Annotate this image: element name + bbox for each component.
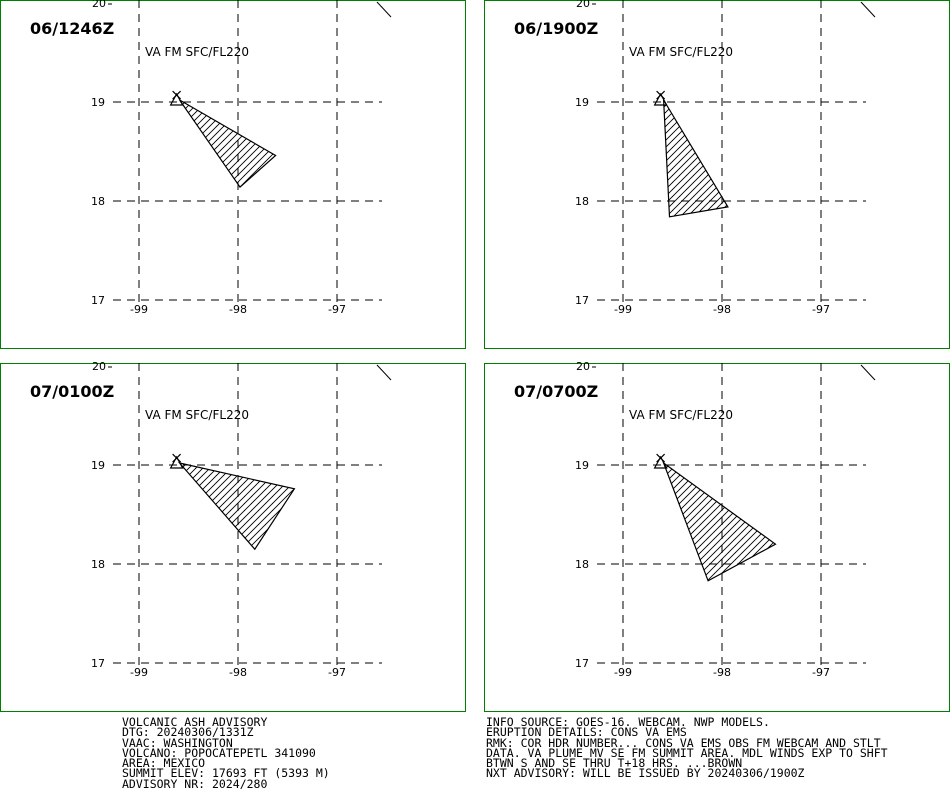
advisory-line: ERUPTION DETAILS: CONS VA EMS (486, 725, 687, 740)
lon-tick-label: -97 (328, 666, 346, 679)
ash-cloud-polygon (662, 461, 777, 582)
advisory-line: SUMMIT ELEV: 17693 FT (5393 M) (122, 766, 330, 781)
lat-tick-label: 19 (91, 459, 105, 472)
lat-tick-label: 18 (91, 558, 105, 571)
lat-tick-label: 18 (575, 558, 589, 571)
lat-tick-label: 19 (575, 459, 589, 472)
volcano-icon (653, 453, 668, 469)
lat-tick-label: 18 (575, 195, 589, 208)
advisory-line: DTG: 20240306/1331Z (122, 725, 254, 740)
ash-level-label: VA FM SFC/FL220 (629, 408, 733, 422)
lon-tick-label: -97 (328, 303, 346, 316)
lat-tick-label: 20 (576, 360, 590, 373)
forecast-time-title: 07/0700Z (514, 382, 598, 401)
lat-tick-label: 19 (91, 96, 105, 109)
map-panel: 20 17 18 19 -99 -98 -97 07/0700Z VA FM SFC/FL220 (484, 360, 950, 712)
ash-cloud-polygon (179, 99, 277, 188)
ash-cloud-polygon (663, 99, 729, 218)
advisory-line: AREA: MEXICO (122, 756, 206, 771)
map-panel: 20 17 18 19 -99 -98 -97 06/1246Z VA FM SFC/FL220 (0, 0, 466, 349)
corner-mark (376, 1, 392, 18)
corner-mark (860, 364, 876, 381)
lon-tick-label: -99 (130, 666, 148, 679)
lat-tick-label: 20 (92, 360, 106, 373)
corner-mark (376, 364, 392, 381)
ash-level-label: VA FM SFC/FL220 (145, 408, 249, 422)
advisory-line: DATA. VA PLUME MV SE FM SUMMIT AREA. MDL… (486, 745, 888, 760)
corner-mark (860, 1, 876, 18)
advisory-header-left: VOLCANIC ASH ADVISORY DTG: 20240306/1331Z… (122, 715, 330, 791)
lat-tick-label: 19 (575, 96, 589, 109)
lat-tick-label: 17 (575, 657, 589, 670)
advisory-line: VAAC: WASHINGTON (122, 735, 233, 750)
advisory-line: VOLCANIC ASH ADVISORY (122, 715, 268, 729)
advisory-line: RMK: COR HDR NUMBER... CONS VA EMS OBS F… (486, 735, 881, 750)
ash-cloud-polygon (177, 462, 296, 551)
advisory-line: BTWN S AND SE THRU T+18 HRS. ...BROWN (486, 756, 743, 771)
lon-tick-label: -98 (713, 666, 731, 679)
forecast-time-title: 07/0100Z (30, 382, 114, 401)
advisory-line: VOLCANO: POPOCATEPETL 341090 (122, 745, 316, 760)
panel-frame (0, 363, 466, 712)
ash-level-label: VA FM SFC/FL220 (145, 45, 249, 59)
advisory-header-right: INFO SOURCE: GOES-16. WEBCAM. NWP MODELS… (486, 715, 888, 781)
lon-tick-label: -97 (812, 666, 830, 679)
advisory-line: NXT ADVISORY: WILL BE ISSUED BY 20240306… (486, 766, 805, 781)
lon-tick-label: -97 (812, 303, 830, 316)
forecast-time-title: 06/1246Z (30, 19, 114, 38)
ash-level-label: VA FM SFC/FL220 (629, 45, 733, 59)
volcano-icon (653, 90, 668, 106)
volcano-icon (169, 453, 184, 469)
advisory-line: ADVISORY NR: 2024/280 (122, 776, 268, 791)
lon-tick-label: -99 (614, 666, 632, 679)
lat-tick-label: 18 (91, 195, 105, 208)
panel-frame (0, 0, 466, 349)
forecast-time-title: 06/1900Z (514, 19, 598, 38)
lon-tick-label: -98 (229, 666, 247, 679)
volcano-icon (169, 90, 184, 106)
lon-tick-label: -99 (614, 303, 632, 316)
advisory-line: INFO SOURCE: GOES-16. WEBCAM. NWP MODELS… (486, 715, 770, 729)
lon-tick-label: -98 (713, 303, 731, 316)
lat-tick-label: 20 (92, 0, 106, 10)
lon-tick-label: -98 (229, 303, 247, 316)
lat-tick-label: 17 (91, 294, 105, 307)
lat-tick-label: 20 (576, 0, 590, 10)
lat-tick-label: 17 (91, 657, 105, 670)
lon-tick-label: -99 (130, 303, 148, 316)
lat-tick-label: 17 (575, 294, 589, 307)
map-panel: 20 17 18 19 -99 -98 -97 07/0100Z VA FM SFC/FL220 (0, 360, 466, 712)
map-panel: 20 17 18 19 -99 -98 -97 06/1900Z VA FM SFC/FL220 (484, 0, 950, 349)
